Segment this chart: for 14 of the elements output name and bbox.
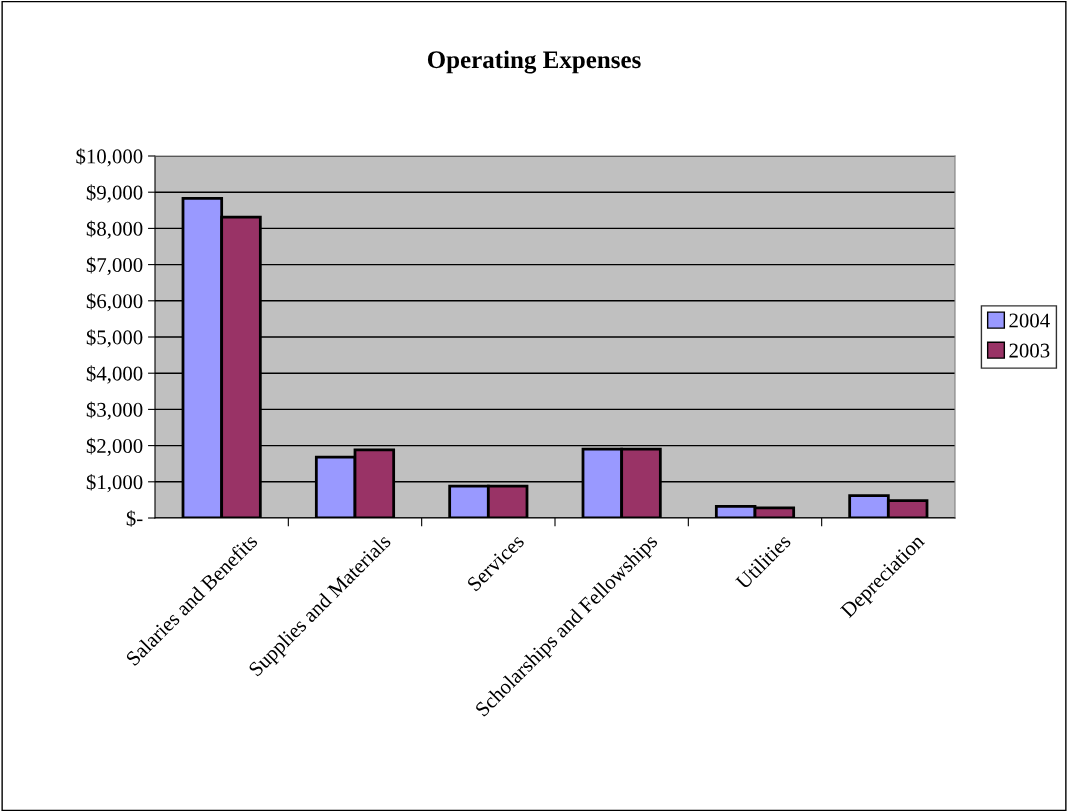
y-tick-label: $1,000 <box>86 473 143 493</box>
y-tick-label: $7,000 <box>86 256 143 276</box>
y-tick-label: $8,000 <box>86 220 143 239</box>
y-tick-label: $9,000 <box>86 184 143 203</box>
y-tick-label: $2,000 <box>86 437 143 457</box>
chart-title: Operating Expenses <box>427 50 641 74</box>
legend-label: 2004 <box>1009 313 1050 328</box>
y-tick-label: $10,000 <box>76 148 143 167</box>
y-tick-label: $6,000 <box>86 292 143 312</box>
y-tick-label: $- <box>126 510 143 527</box>
legend-label: 2003 <box>1009 343 1050 358</box>
y-tick-label: $5,000 <box>86 329 143 348</box>
y-tick-label: $4,000 <box>86 365 143 384</box>
y-tick-label: $3,000 <box>86 401 143 420</box>
